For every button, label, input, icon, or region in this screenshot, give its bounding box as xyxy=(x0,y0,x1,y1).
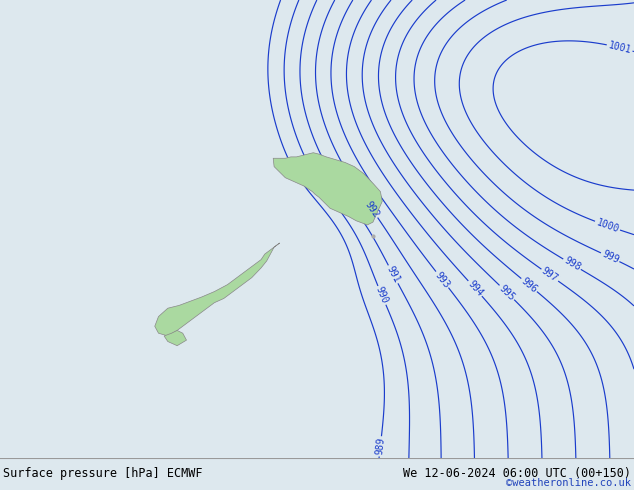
Text: 993: 993 xyxy=(433,270,451,290)
Text: 998: 998 xyxy=(562,255,582,273)
Text: 997: 997 xyxy=(540,266,560,284)
Text: 996: 996 xyxy=(519,275,539,294)
Text: 991: 991 xyxy=(385,264,402,285)
Text: ©weatheronline.co.uk: ©weatheronline.co.uk xyxy=(506,478,631,489)
Polygon shape xyxy=(164,330,186,346)
Polygon shape xyxy=(155,243,280,336)
Text: 995: 995 xyxy=(497,283,517,302)
Text: 992: 992 xyxy=(363,199,381,219)
Polygon shape xyxy=(273,153,382,225)
Text: 999: 999 xyxy=(600,249,620,266)
Text: 990: 990 xyxy=(374,285,390,305)
Text: Surface pressure [hPa] ECMWF: Surface pressure [hPa] ECMWF xyxy=(3,467,203,480)
Text: 1000: 1000 xyxy=(595,217,620,234)
Text: 1001: 1001 xyxy=(607,40,632,55)
Text: We 12-06-2024 06:00 UTC (00+150): We 12-06-2024 06:00 UTC (00+150) xyxy=(403,467,631,480)
Text: 989: 989 xyxy=(374,437,386,456)
Text: 994: 994 xyxy=(465,279,485,298)
